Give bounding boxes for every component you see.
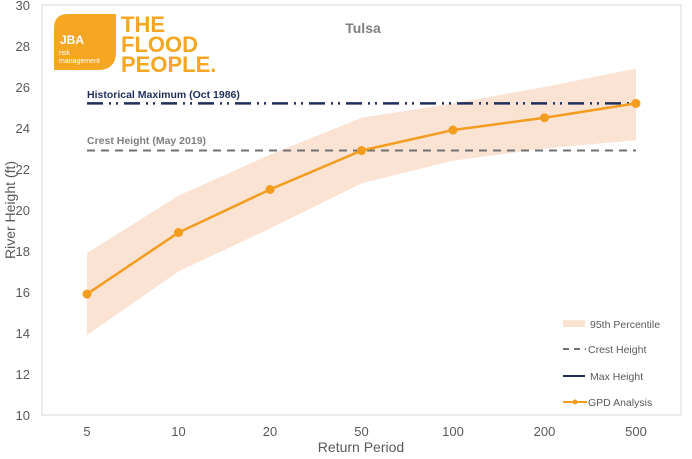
legend-label-max: Max Height [590,371,643,383]
y-tick-label: 26 [16,80,30,95]
percentile-band-layer [87,68,636,336]
logo-wordmark-1: THE [121,12,165,37]
gpd-series-layer [82,98,641,299]
percentile-band [87,68,636,336]
logo-badge [54,14,116,70]
legend-label-crest: Crest Height [588,344,646,356]
x-tick-label: 10 [171,424,185,439]
legend-label-band: 95th Percentile [590,319,660,331]
gpd-point [631,98,641,108]
chart-title: Tulsa [345,20,381,36]
y-tick-label: 16 [16,285,30,300]
gpd-point [265,185,275,194]
x-tick-label: 200 [534,424,556,439]
reference-lines-layer [87,102,636,152]
gpd-point [357,146,366,156]
plot-area [41,4,682,416]
x-tick-label: 100 [442,424,464,439]
legend-label-gpd: GPD Analysis [588,397,652,409]
max-height-annotation: Historical Maximum (Oct 1986) [87,89,240,101]
y-axis-title: River Height (ft) [2,161,18,259]
y-tick-label: 12 [16,367,30,382]
logo-badge-name: JBA [60,33,84,47]
gpd-point [82,289,92,299]
y-axis-ticks: 10 12 14 16 18 20 22 24 26 28 30 [16,0,30,423]
crest-height-annotation: Crest Height (May 2019) [87,135,206,147]
x-tick-label: 50 [354,424,368,439]
logo-wordmark-3: PEOPLE. [121,52,216,77]
x-tick-label: 5 [83,424,90,439]
y-tick-label: 14 [16,326,30,341]
y-tick-label: 30 [16,0,30,13]
logo-badge-line2: management [59,58,100,65]
gpd-point [540,113,549,123]
gpd-point [174,228,183,238]
jba-logo: JBA risk management THE FLOOD PEOPLE. [54,12,216,77]
y-tick-label: 20 [16,203,30,218]
logo-wordmark-2: FLOOD [121,32,198,57]
y-tick-label: 28 [16,39,30,54]
x-axis-title: Return Period [318,439,404,455]
x-tick-label: 20 [263,424,277,439]
legend-swatch-gpd-marker [572,399,578,405]
gpd-point [448,125,458,135]
y-tick-label: 10 [16,408,30,423]
legend-swatch-band [563,320,585,327]
legend: 95th Percentile Crest Height Max Height … [563,319,660,409]
y-tick-label: 22 [16,162,30,177]
x-axis-ticks: 5 10 20 50 100 200 500 [83,424,646,439]
logo-badge-line1: risk [59,50,70,57]
y-tick-label: 18 [16,244,30,259]
x-tick-label: 500 [625,424,647,439]
y-tick-label: 24 [16,121,30,136]
